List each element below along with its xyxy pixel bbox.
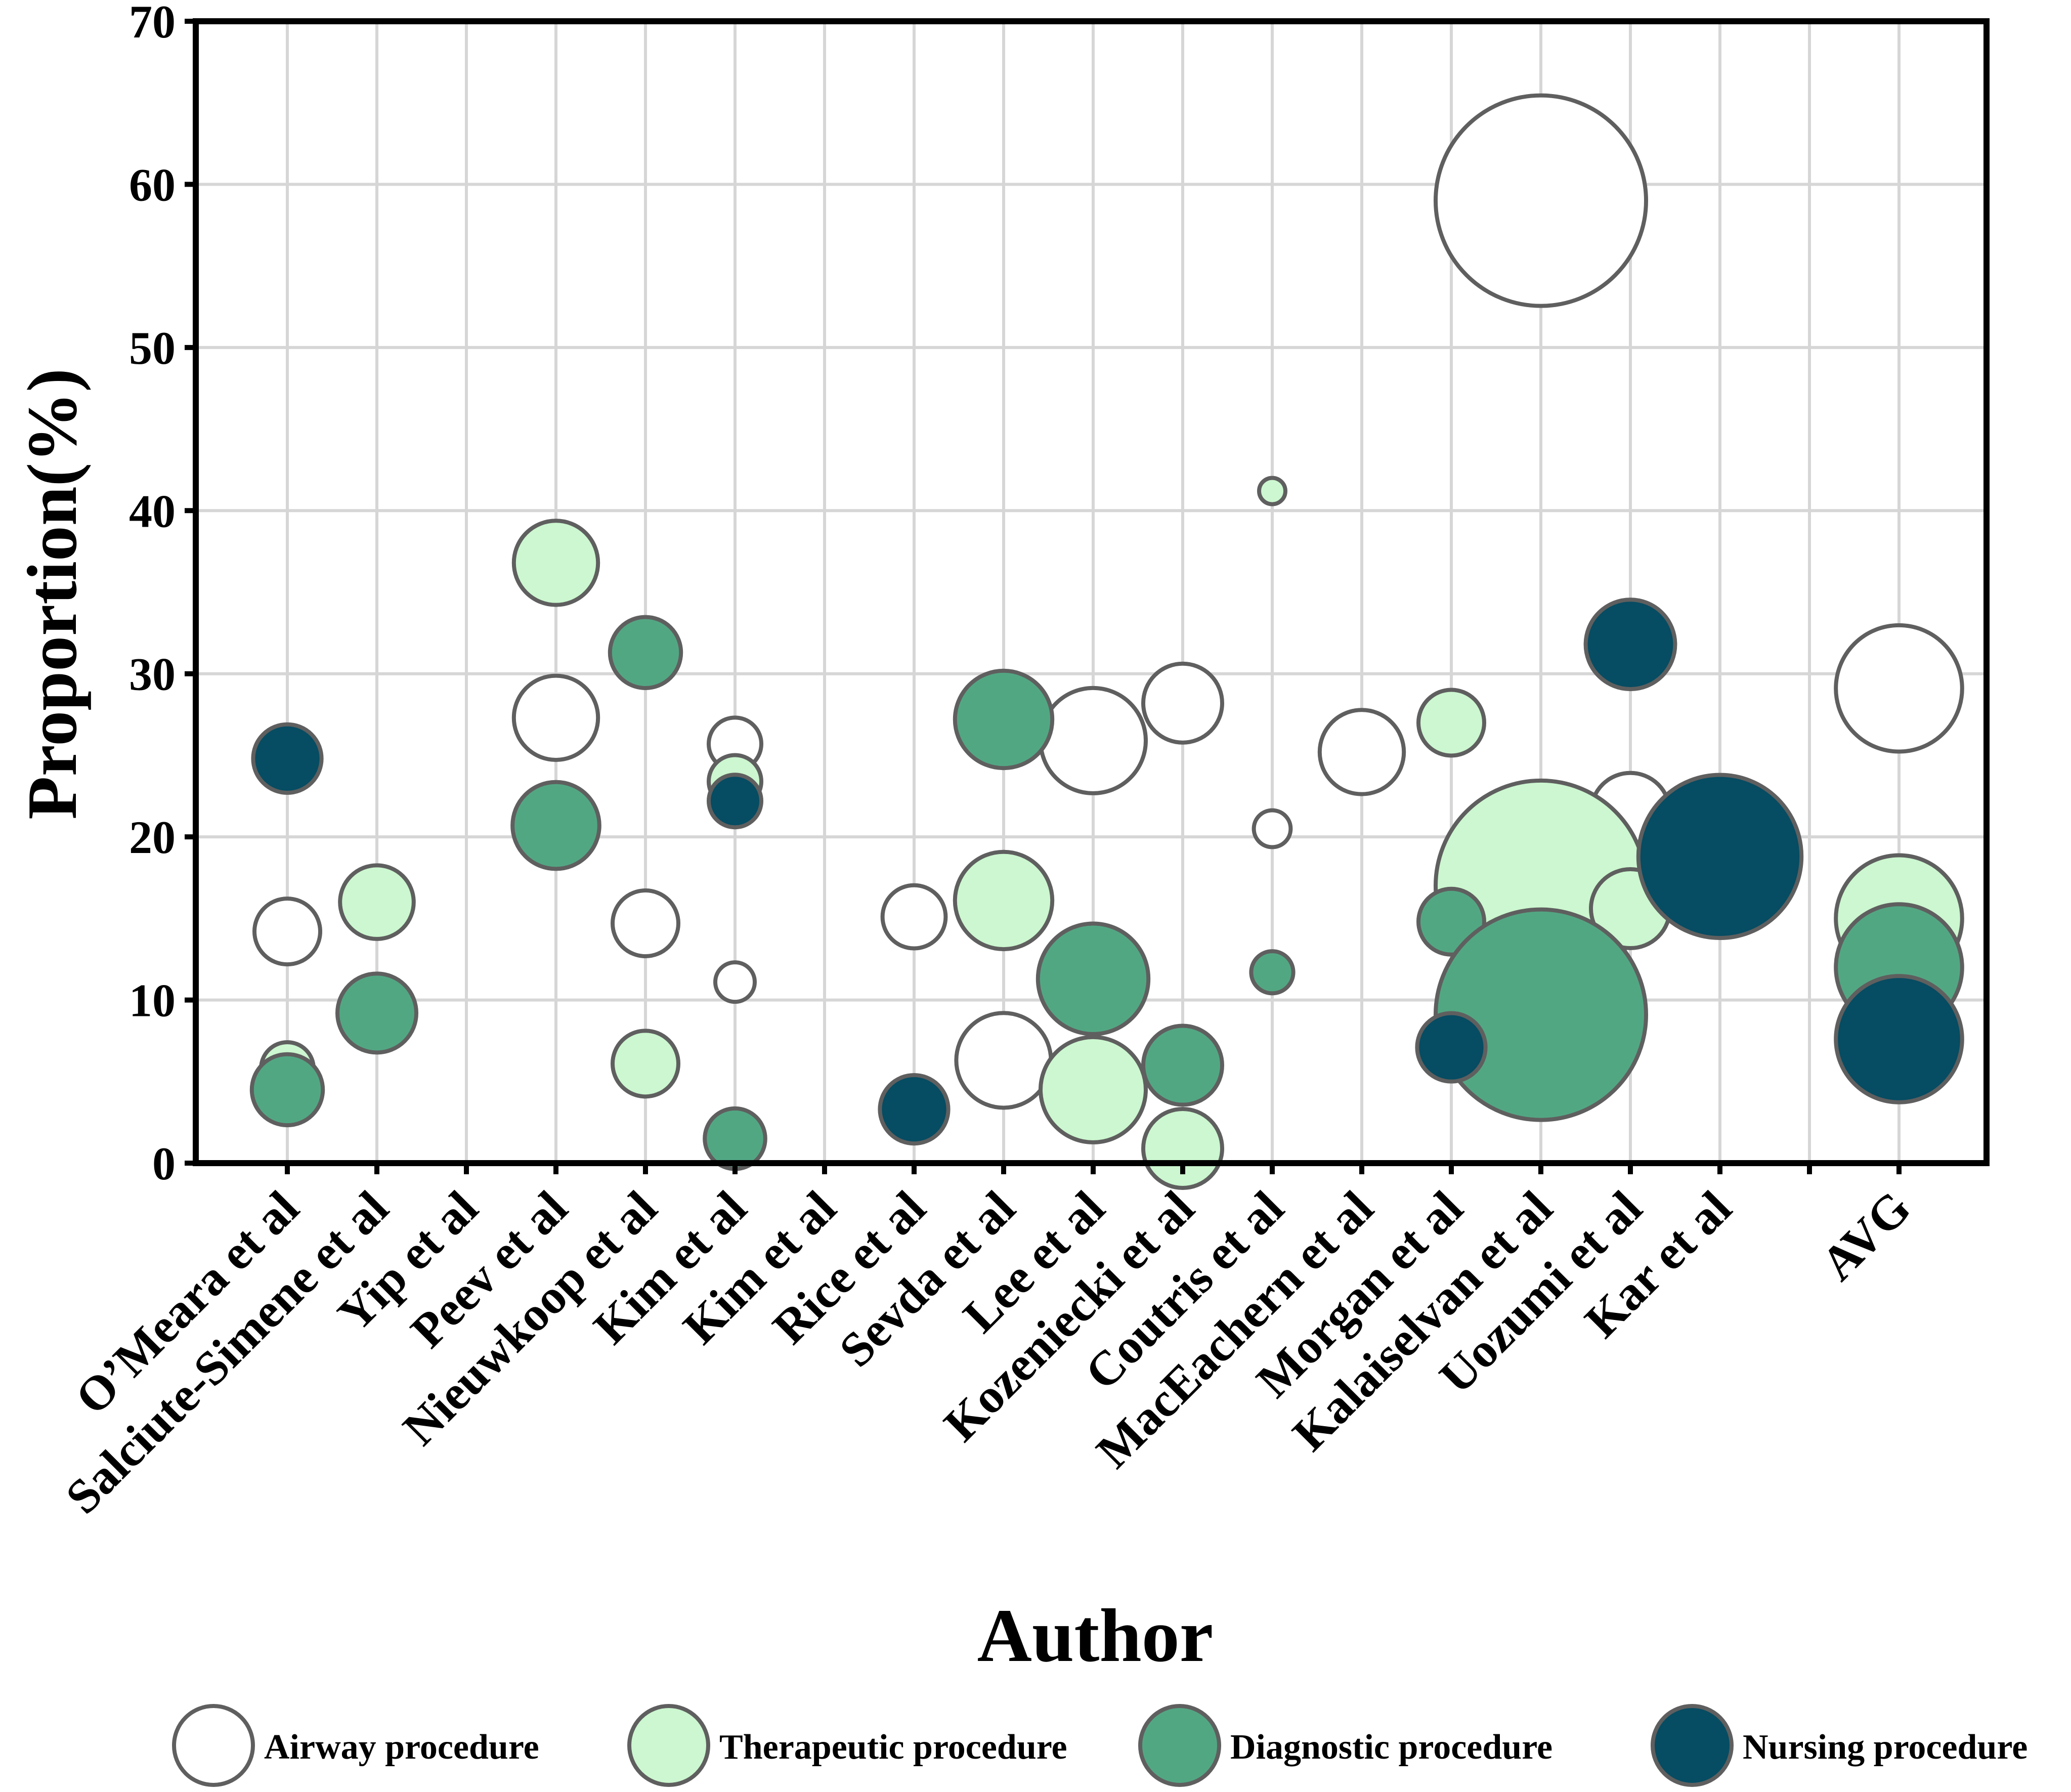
- bubble-nursing-procedure: [1415, 1011, 1488, 1084]
- bubble-therapeutic-procedure: [1039, 1035, 1148, 1144]
- y-tick-label: 50: [129, 322, 176, 374]
- legend-label: Airway procedure: [264, 1728, 539, 1767]
- bubble-nursing-procedure: [1636, 773, 1804, 941]
- bubble-airway-procedure: [1252, 808, 1293, 849]
- bubble-nursing-procedure: [251, 722, 324, 795]
- legend-swatch: [1138, 1704, 1221, 1787]
- legend-item: Therapeutic procedure: [627, 1704, 1067, 1787]
- legend-item: Airway procedure: [172, 1704, 539, 1787]
- bubble-diagnostic-procedure: [703, 1106, 767, 1171]
- bubble-airway-procedure: [1834, 623, 1964, 754]
- y-axis-ticks: 0 10 20 30 40 50 60 70: [129, 0, 196, 1189]
- y-tick-label: 40: [129, 485, 176, 537]
- bubble-therapeutic-procedure: [953, 849, 1055, 952]
- y-tick-label: 10: [129, 975, 176, 1027]
- bubble-airway-procedure: [611, 888, 680, 959]
- bubble-nursing-procedure: [1583, 598, 1677, 692]
- bubble-diagnostic-procedure: [335, 971, 418, 1055]
- bubble-airway-procedure: [713, 960, 757, 1004]
- bubble-diagnostic-procedure: [510, 780, 601, 871]
- legend: Airway procedure Therapeutic procedure Dia…: [172, 1704, 2027, 1787]
- y-tick-label: 30: [129, 649, 176, 700]
- legend-item: Diagnostic procedure: [1138, 1704, 1552, 1787]
- bubble-diagnostic-procedure: [1434, 907, 1648, 1122]
- bubble-airway-procedure: [511, 673, 600, 762]
- bubble-diagnostic-procedure: [1141, 1023, 1224, 1107]
- legend-swatch: [1651, 1704, 1734, 1787]
- bubble-airway-procedure: [1317, 708, 1406, 796]
- bubble-airway-procedure: [1141, 661, 1224, 745]
- bubble-airway-procedure: [954, 1011, 1053, 1110]
- legend-swatch: [172, 1704, 255, 1787]
- bubble-nursing-procedure: [1834, 974, 1964, 1104]
- bubble-diagnostic-procedure: [1249, 949, 1296, 996]
- bubble-therapeutic-procedure: [611, 1029, 680, 1099]
- bubble-airway-procedure: [880, 883, 948, 951]
- bubble-airway-procedure: [252, 897, 322, 967]
- bubble-diagnostic-procedure: [608, 615, 683, 690]
- legend-swatch: [627, 1704, 710, 1787]
- legend-label: Nursing procedure: [1743, 1728, 2027, 1767]
- bubble-therapeutic-procedure: [511, 519, 600, 607]
- legend-item: Nursing procedure: [1651, 1704, 2027, 1787]
- bubble-therapeutic-procedure: [1141, 1106, 1224, 1190]
- bubble-marks: [249, 93, 1964, 1190]
- bubble-diagnostic-procedure: [953, 668, 1055, 771]
- bubble-therapeutic-procedure: [1416, 688, 1486, 758]
- y-tick-label: 20: [129, 812, 176, 863]
- bubble-diagnostic-procedure: [1036, 921, 1151, 1036]
- bubble-nursing-procedure: [707, 773, 763, 830]
- x-axis-title: Author: [977, 1594, 1214, 1678]
- y-tick-label: 70: [129, 0, 176, 48]
- bubble-airway-procedure: [1434, 93, 1648, 308]
- bubble-diagnostic-procedure: [249, 1052, 325, 1128]
- bubble-airway-procedure: [1039, 686, 1148, 795]
- legend-label: Diagnostic procedure: [1230, 1728, 1552, 1767]
- y-tick-label: 60: [129, 159, 176, 210]
- legend-label: Therapeutic procedure: [719, 1728, 1067, 1767]
- bubble-nursing-procedure: [878, 1073, 951, 1146]
- y-axis-title: Proportion(%): [13, 368, 92, 820]
- bubble-therapeutic-procedure: [1257, 476, 1287, 506]
- y-tick-label: 0: [152, 1138, 176, 1189]
- bubble-therapeutic-procedure: [338, 863, 416, 941]
